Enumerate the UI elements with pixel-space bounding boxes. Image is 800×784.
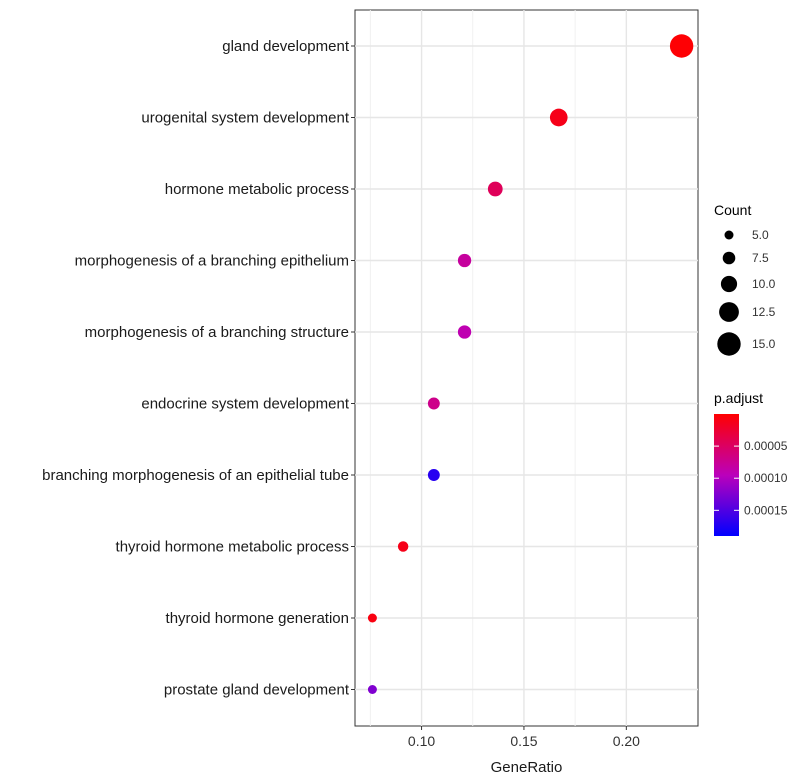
x-tick-label: 0.20: [613, 733, 640, 749]
data-point: [397, 541, 409, 552]
count-legend-key: [720, 275, 738, 293]
p-adjust-legend-label: 0.00005: [744, 439, 788, 453]
plot-panel: [354, 9, 699, 727]
y-axis-category-label: endocrine system development: [141, 396, 349, 413]
data-point: [367, 613, 377, 623]
data-point: [669, 34, 694, 58]
count-legend-key: [717, 332, 741, 356]
y-axis-category-label: branching morphogenesis of an epithelial…: [42, 467, 349, 484]
p-adjust-color-legend: p.adjust 0.00005 0.00010 0.00015: [714, 390, 788, 536]
data-point: [427, 469, 440, 481]
y-axis-category-label: morphogenesis of a branching structure: [85, 324, 349, 341]
data-points: [367, 34, 694, 694]
y-axis-category-label: hormone metabolic process: [165, 181, 349, 198]
p-adjust-legend-label: 0.00010: [744, 471, 788, 485]
count-legend-label: 12.5: [752, 305, 776, 319]
data-point: [457, 253, 472, 268]
count-legend-title: Count: [714, 202, 751, 218]
data-point: [457, 325, 472, 339]
count-legend-label: 10.0: [752, 277, 776, 291]
y-axis-category-label: urogenital system development: [141, 110, 349, 127]
y-axis-category-label: morphogenesis of a branching epithelium: [75, 253, 349, 270]
p-adjust-colorbar: [714, 414, 739, 536]
data-point: [427, 397, 440, 410]
data-point: [549, 108, 568, 127]
x-axis-title: GeneRatio: [491, 759, 563, 776]
count-legend-label: 5.0: [752, 228, 769, 242]
y-axis-category-label: prostate gland development: [164, 682, 350, 699]
x-tick-label: 0.10: [408, 733, 435, 749]
grid-lines: [355, 10, 698, 726]
y-axis-category-label: gland development: [222, 38, 350, 55]
p-adjust-legend-label: 0.00015: [744, 503, 788, 517]
y-axis-labels: gland development urogenital system devel…: [42, 38, 355, 699]
y-axis-category-label: thyroid hormone generation: [166, 610, 349, 627]
x-tick-label: 0.15: [510, 733, 537, 749]
data-point: [487, 181, 503, 197]
y-axis-category-label: thyroid hormone metabolic process: [116, 539, 349, 556]
count-legend-key: [722, 251, 736, 265]
count-legend-label: 15.0: [752, 337, 776, 351]
data-point: [367, 685, 377, 694]
count-legend-label: 7.5: [752, 251, 769, 265]
count-legend-key: [719, 302, 739, 322]
count-legend-key: [724, 230, 734, 240]
p-adjust-legend-title: p.adjust: [714, 390, 763, 406]
count-size-legend: Count 5.0 7.5 10.0 12.5 15.0: [714, 202, 776, 356]
x-axis-ticks: 0.10 0.15 0.20: [408, 726, 640, 749]
